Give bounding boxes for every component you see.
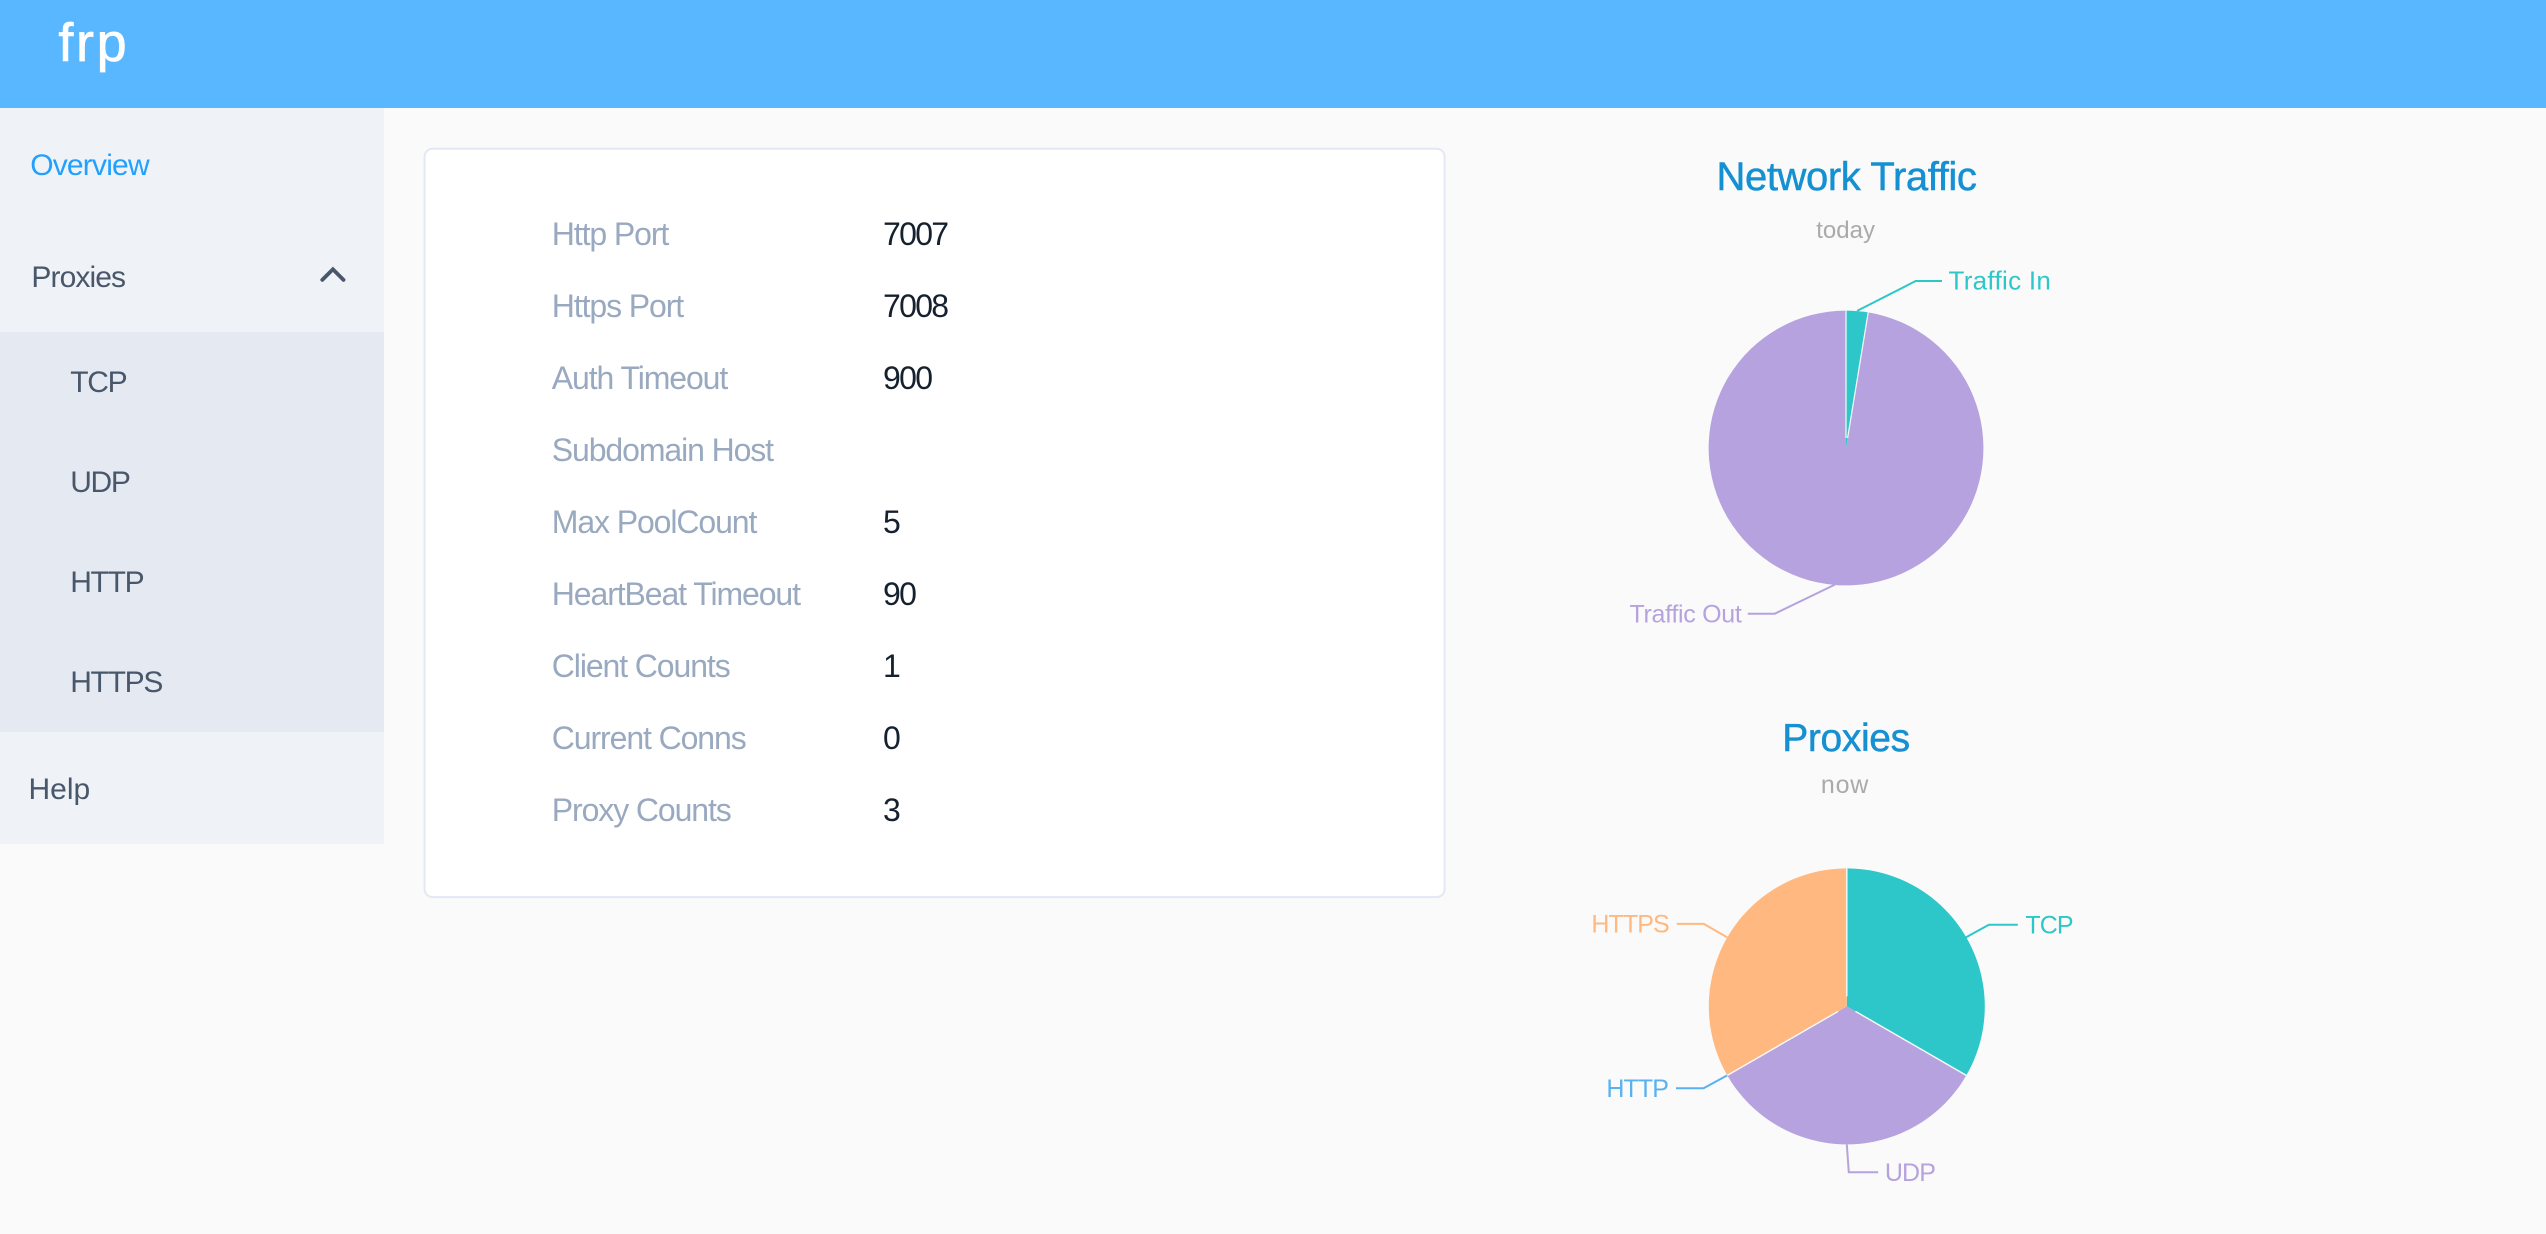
svg-text:3: 3 bbox=[883, 792, 900, 828]
svg-text:today: today bbox=[1816, 217, 1875, 244]
svg-text:7007: 7007 bbox=[883, 216, 948, 252]
svg-text:Proxies: Proxies bbox=[1782, 717, 1910, 760]
svg-text:frp: frp bbox=[58, 13, 129, 73]
svg-text:now: now bbox=[1821, 771, 1869, 799]
svg-text:Http Port: Http Port bbox=[552, 216, 670, 252]
svg-text:UDP: UDP bbox=[1885, 1159, 1935, 1187]
svg-text:Auth Timeout: Auth Timeout bbox=[552, 360, 729, 396]
svg-text:HTTPS: HTTPS bbox=[1591, 911, 1669, 939]
svg-text:7008: 7008 bbox=[883, 288, 948, 324]
svg-text:HeartBeat Timeout: HeartBeat Timeout bbox=[552, 576, 801, 612]
svg-text:HTTP: HTTP bbox=[1606, 1075, 1668, 1103]
svg-text:Proxies: Proxies bbox=[31, 261, 125, 294]
svg-text:Help: Help bbox=[29, 773, 91, 806]
svg-text:Https Port: Https Port bbox=[552, 288, 684, 324]
svg-text:Traffic In: Traffic In bbox=[1949, 266, 2052, 296]
svg-text:TCP: TCP bbox=[70, 366, 126, 399]
svg-text:Client Counts: Client Counts bbox=[552, 648, 730, 684]
svg-text:1: 1 bbox=[883, 648, 900, 684]
svg-text:90: 90 bbox=[883, 576, 916, 612]
svg-text:900: 900 bbox=[883, 360, 932, 396]
svg-text:Proxy Counts: Proxy Counts bbox=[552, 792, 731, 828]
svg-text:Max PoolCount: Max PoolCount bbox=[552, 504, 758, 540]
svg-text:Subdomain Host: Subdomain Host bbox=[552, 432, 774, 468]
svg-text:Network Traffic: Network Traffic bbox=[1717, 155, 1977, 199]
svg-text:UDP: UDP bbox=[70, 466, 130, 499]
svg-text:TCP: TCP bbox=[2025, 911, 2073, 939]
svg-text:Overview: Overview bbox=[30, 149, 150, 182]
svg-text:5: 5 bbox=[883, 504, 900, 540]
svg-text:Traffic Out: Traffic Out bbox=[1629, 600, 1741, 628]
svg-text:Current Conns: Current Conns bbox=[552, 720, 746, 756]
svg-text:HTTP: HTTP bbox=[70, 566, 143, 599]
svg-text:HTTPS: HTTPS bbox=[70, 666, 162, 699]
svg-text:0: 0 bbox=[883, 720, 900, 756]
